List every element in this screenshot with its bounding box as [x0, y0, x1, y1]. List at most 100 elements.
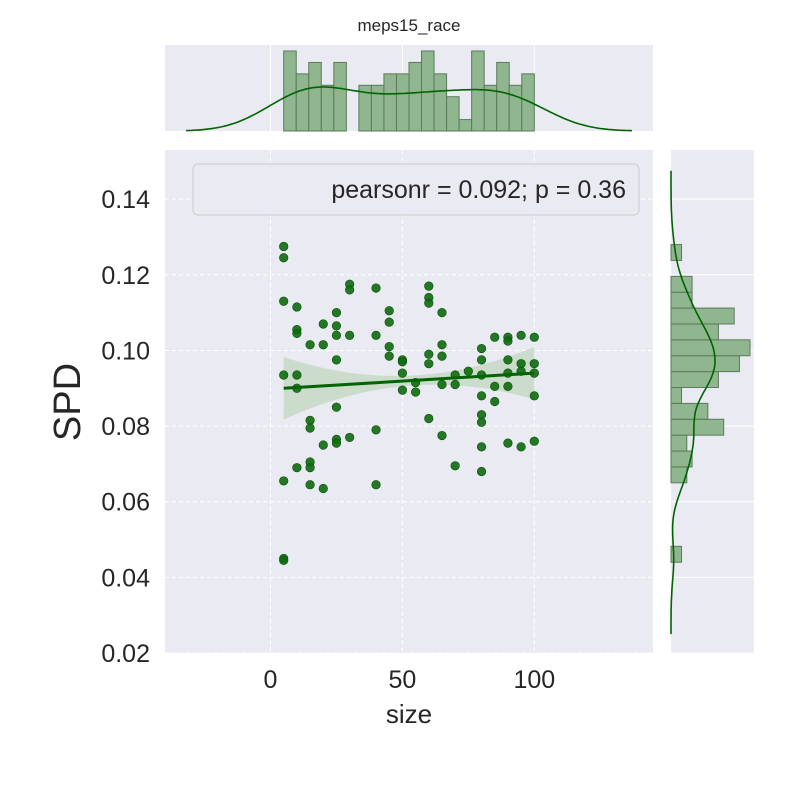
scatter-point — [384, 342, 394, 352]
scatter-point — [437, 379, 447, 390]
scatter-point — [331, 402, 342, 412]
y-tick-label: 0.10 — [101, 337, 150, 365]
scatter-point — [529, 359, 539, 369]
regression-line — [283, 371, 535, 390]
top-hist-bar — [395, 73, 410, 132]
scatter-point — [279, 241, 289, 252]
y-tick-label: 0.04 — [101, 564, 150, 592]
scatter-point — [371, 425, 381, 435]
top-hist-bar — [320, 84, 335, 132]
right-hist-bar — [670, 418, 725, 436]
top-hist-bar — [295, 73, 310, 132]
top-marginal-histogram — [283, 50, 535, 132]
top-hist-bar — [496, 61, 510, 132]
scatter-point — [476, 343, 487, 354]
main-axes-background — [165, 150, 653, 653]
scatter-point — [397, 357, 408, 367]
top-hist-bar — [370, 84, 385, 132]
scatter-point — [476, 466, 487, 477]
scatter-point — [450, 379, 460, 390]
scatter-point — [279, 296, 289, 306]
scatter-point — [292, 463, 302, 473]
tick-labels: 0 50 100 0.02 0.04 0.06 0.08 0.10 0.12 0.14 — [101, 186, 555, 694]
top-hist-bar — [458, 119, 473, 132]
scatter-point — [503, 355, 513, 365]
scatter-point — [397, 385, 408, 395]
regression-line-layer — [283, 371, 535, 390]
scatter-point — [305, 480, 315, 490]
scatter-point — [345, 330, 355, 340]
chart-title: meps15_race — [357, 16, 460, 35]
scatter-point — [331, 355, 342, 365]
scatter-point — [529, 391, 539, 401]
scatter-point — [384, 317, 394, 327]
right-hist-bar — [670, 387, 683, 404]
right-marginal-kde — [670, 170, 716, 635]
scatter-point — [424, 349, 434, 359]
scatter-point — [410, 387, 421, 397]
scatter-point — [424, 281, 434, 291]
right-hist-bar — [670, 355, 740, 373]
top-hist-bar — [333, 61, 347, 132]
scatter-point — [318, 483, 328, 494]
scatter-point — [279, 253, 289, 263]
y-tick-label: 0.14 — [101, 186, 150, 214]
scatter-point — [331, 308, 342, 318]
scatter-point — [503, 381, 513, 391]
scatter-point — [292, 370, 302, 380]
scatter-point — [437, 340, 447, 350]
scatter-point — [476, 417, 487, 427]
scatter-point — [371, 283, 381, 293]
top-hist-bar — [521, 73, 535, 132]
scatter-point — [424, 413, 434, 424]
scatter-point — [450, 461, 460, 471]
scatter-point — [305, 423, 315, 433]
scatter-point — [476, 391, 487, 401]
confidence-band — [283, 346, 535, 420]
scatter-point — [318, 440, 328, 450]
x-tick-label: 50 — [388, 666, 416, 694]
top-hist-bar — [471, 50, 485, 132]
top-hist-bar — [508, 84, 523, 132]
scatter-point — [503, 336, 513, 346]
scatter-point — [331, 330, 342, 340]
scatter-point — [331, 321, 342, 331]
right-hist-bar — [670, 307, 735, 325]
y-axis-label: SPD — [47, 363, 89, 441]
scatter-point — [529, 332, 539, 342]
scatter-point — [371, 330, 381, 340]
scatter-point — [397, 368, 408, 378]
scatter-point — [305, 340, 315, 350]
top-marginal-kde — [186, 86, 632, 132]
scatter-point — [345, 285, 355, 295]
confidence-band-layer — [283, 346, 535, 420]
top-hist-bar — [283, 50, 297, 132]
top-hist-bar — [308, 61, 322, 132]
scatter-point — [476, 442, 487, 452]
right-hist-bar — [670, 545, 683, 563]
y-tick-label: 0.08 — [101, 413, 150, 441]
scatter-point — [503, 438, 513, 448]
legend: pearsonr = 0.092; p = 0.36 — [192, 163, 640, 216]
top-hist-bar — [408, 61, 423, 132]
scatter-point — [279, 370, 289, 380]
scatter-point — [516, 330, 526, 340]
x-axis-label: size — [386, 699, 432, 729]
scatter-point — [384, 306, 394, 316]
scatter-point — [331, 438, 342, 448]
scatter-point — [437, 430, 447, 441]
scatter-point — [476, 355, 487, 365]
scatter-point — [384, 351, 394, 361]
y-tick-label: 0.06 — [101, 489, 150, 517]
top-hist-bar — [383, 73, 397, 132]
scatter-point — [490, 332, 500, 342]
scatter-point — [318, 319, 328, 329]
top-hist-bar — [433, 73, 448, 132]
right-marginal-background — [671, 150, 754, 653]
top-kde-curve — [186, 86, 632, 132]
right-hist-bar — [670, 323, 719, 341]
scatter-point — [371, 480, 381, 490]
scatter-point — [318, 340, 328, 350]
scatter-point — [305, 463, 315, 473]
